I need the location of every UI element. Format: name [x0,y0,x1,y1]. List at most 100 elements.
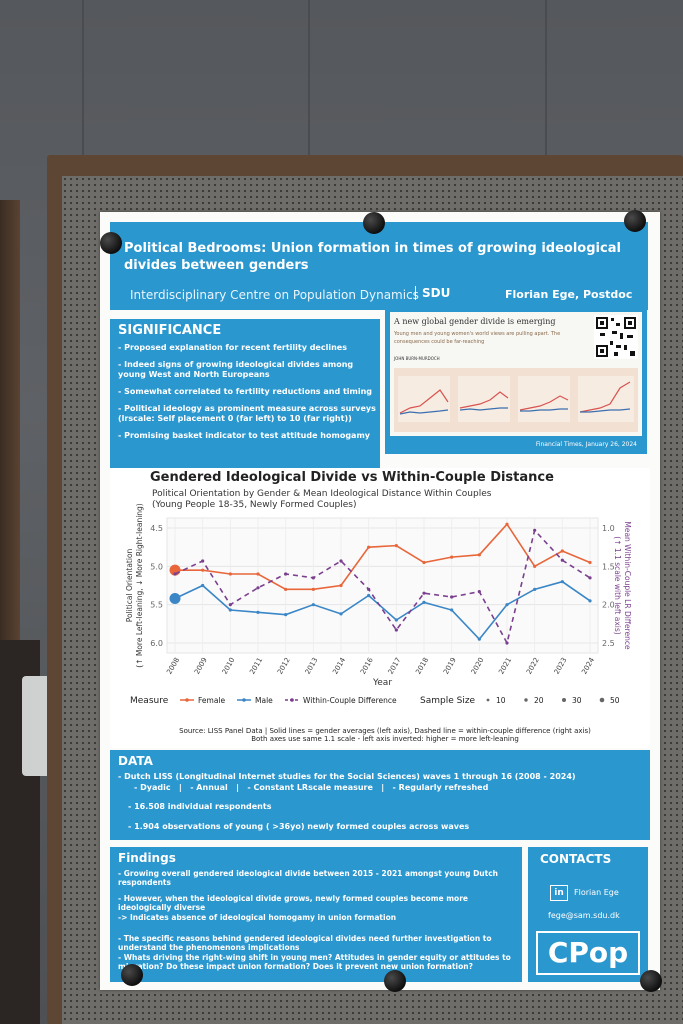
y-tick-label: 6.0 [150,639,163,648]
data-point [394,628,398,632]
findings-text: - Whats driving the right-wing shift in … [118,953,511,971]
size-legend-label: 50 [610,696,620,705]
push-pin-icon [363,212,385,234]
author-name: Florian Ege, Postdoc [505,288,633,301]
legend-label: Male [255,696,273,705]
data-point [339,559,343,563]
plot-area [166,517,599,654]
x-tick-label: 2018 [414,656,430,675]
data-point [339,612,343,616]
size-legend-dot [562,698,566,702]
qr-code-icon [594,315,638,359]
y2-tick-label: 2.0 [602,601,615,610]
data-point [560,549,564,553]
data-point [169,593,181,605]
push-pin-icon [121,964,143,986]
x-tick-label: 2022 [525,656,541,675]
data-point [339,583,343,588]
data-line: - 1.904 observations of young ( >36yo) n… [128,822,470,831]
data-point [256,610,260,614]
legend-swatch-dot [242,698,246,702]
y2-axis-label: Mean Within-Couple LR Difference [623,521,632,650]
data-point [367,593,371,598]
x-tick-label: 2024 [580,656,596,676]
x-tick-label: 2017 [387,656,403,675]
data-point [367,587,371,591]
list-item: - Proposed explanation for recent fertil… [118,343,347,352]
push-pin-icon [624,210,646,232]
data-panel: DATA - Dutch LISS (Longitudinal Internet… [110,750,650,840]
data-line: - Dyadic | - Annual | - Constant LRscale… [134,783,489,792]
x-tick-label: 2011 [248,656,264,675]
wall-seam [545,0,547,180]
poster-title: Political Bedrooms: Union formation in t… [124,241,621,273]
data-point [311,587,315,591]
size-legend-title: Sample Size [420,696,476,706]
size-legend-label: 20 [534,696,544,705]
y2-axis-sublabel: (↑ 1.1 scale with left axis) [613,536,622,634]
significance-list: - Proposed explanation for recent fertil… [118,343,376,448]
chart-panel: Gendered Ideological Divide vs Within-Co… [110,468,650,748]
chart-subtitle-line: Political Orientation by Gender & Mean I… [152,489,492,499]
y2-tick-label: 1.5 [602,562,615,571]
y-tick-label: 5.0 [150,562,163,571]
contact-name: Florian Ege [574,888,619,897]
legend-swatch-dot [290,698,294,702]
legend-label: Female [198,696,226,705]
data-point [560,580,564,584]
linkedin-icon: in [550,885,568,901]
data-point [284,613,288,617]
data-point [284,587,288,591]
data-point [505,603,509,607]
y-axis-sublabel: (↑ More Left-leaning, ↓ More Right-leani… [135,503,144,668]
findings-text: -> Indicates absence of ideological homo… [118,913,397,922]
x-tick-label: 2010 [221,656,237,675]
size-legend-dot [486,698,490,702]
legend-title: Measure [130,696,169,706]
y2-tick-label: 2.5 [602,639,615,648]
y-tick-label: 4.5 [150,524,163,533]
push-pin-icon [384,970,406,992]
x-tick-label: 2012 [276,656,292,675]
size-legend-label: 30 [572,696,582,705]
data-point [422,591,426,595]
chart-source: Source: LISS Panel Data | Solid lines = … [130,727,640,743]
x-tick-label: 2016 [359,656,375,676]
data-point [201,568,205,572]
findings-heading: Findings [118,851,176,865]
findings-panel: Findings - Growing overall gendered ideo… [110,847,522,982]
chart-subtitle: Political Orientation by Gender & Mean I… [152,489,491,511]
x-tick-label: 2023 [553,656,569,675]
clipping-caption: Financial Times, January 26, 2024 [535,441,637,448]
data-point [173,572,177,576]
data-point [201,559,205,563]
poster: Political Bedrooms: Union formation in t… [100,212,660,990]
data-point [477,590,481,594]
wall-seam [82,0,84,180]
data-point [201,583,205,588]
chart-title: Gendered Ideological Divide vs Within-Co… [150,470,554,485]
contacts-panel: CONTACTS in Florian Ege fege@sam.sdu.dk … [528,847,648,982]
news-clipping-panel: A new global gender divide is emerging Y… [385,308,647,454]
series-line-1 [174,580,591,641]
data-point [533,528,537,532]
cpop-logo: CPop [536,931,640,975]
contacts-heading: CONTACTS [540,852,612,866]
chart-source-note: Both axes use same 1.1 scale - left axis… [251,735,519,743]
findings-text: - Growing overall gendered ideological d… [118,869,499,887]
x-tick-label: 2021 [497,656,513,675]
data-point [394,544,398,548]
institute-name: Interdisciplinary Centre on Population D… [130,288,419,302]
list-item: - Political ideology as prominent measur… [118,404,376,423]
x-axis-label: Year [372,678,392,688]
clipping-byline: JOHN BURN-MURDOCH [394,356,440,361]
data-point [477,637,481,641]
series-line-2 [174,528,591,646]
x-tick-label: 2009 [193,656,209,675]
push-pin-icon [100,232,122,254]
y2-tick-label: 1.0 [602,524,615,533]
x-tick-label: 2013 [304,656,320,675]
x-tick-label: 2014 [331,656,347,676]
news-clipping: A new global gender divide is emerging Y… [390,312,642,436]
